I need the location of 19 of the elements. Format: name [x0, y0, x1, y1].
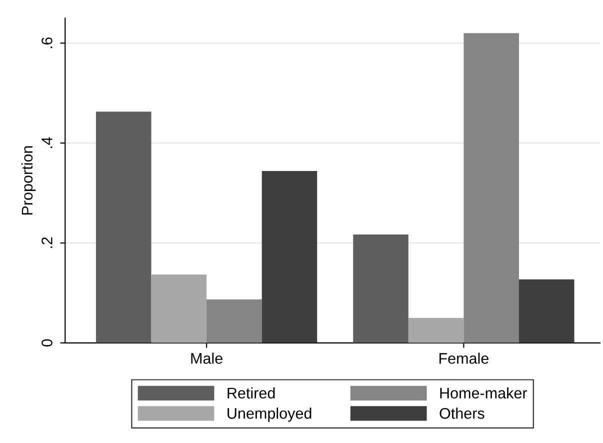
- bar: [206, 299, 262, 343]
- bar: [518, 279, 574, 343]
- x-tick-label: Male: [191, 352, 222, 364]
- bar: [353, 234, 408, 343]
- y-tick-label: .4: [42, 137, 52, 148]
- bar: [464, 33, 519, 343]
- legend-label: Unemployed: [228, 408, 312, 422]
- legend-label: Home-maker: [440, 387, 528, 399]
- bar: [262, 171, 318, 343]
- y-tick-label: .6: [42, 37, 52, 48]
- legend-label: Retired: [228, 387, 275, 399]
- y-axis-title: Proportion: [21, 146, 36, 215]
- y-tick-label: 0: [42, 339, 52, 347]
- bar: [408, 318, 464, 343]
- bar: [96, 112, 152, 343]
- x-tick-label: Female: [439, 352, 488, 364]
- legend-label: Others: [440, 408, 484, 419]
- y-tick-label: .2: [42, 237, 52, 248]
- bar: [151, 274, 207, 343]
